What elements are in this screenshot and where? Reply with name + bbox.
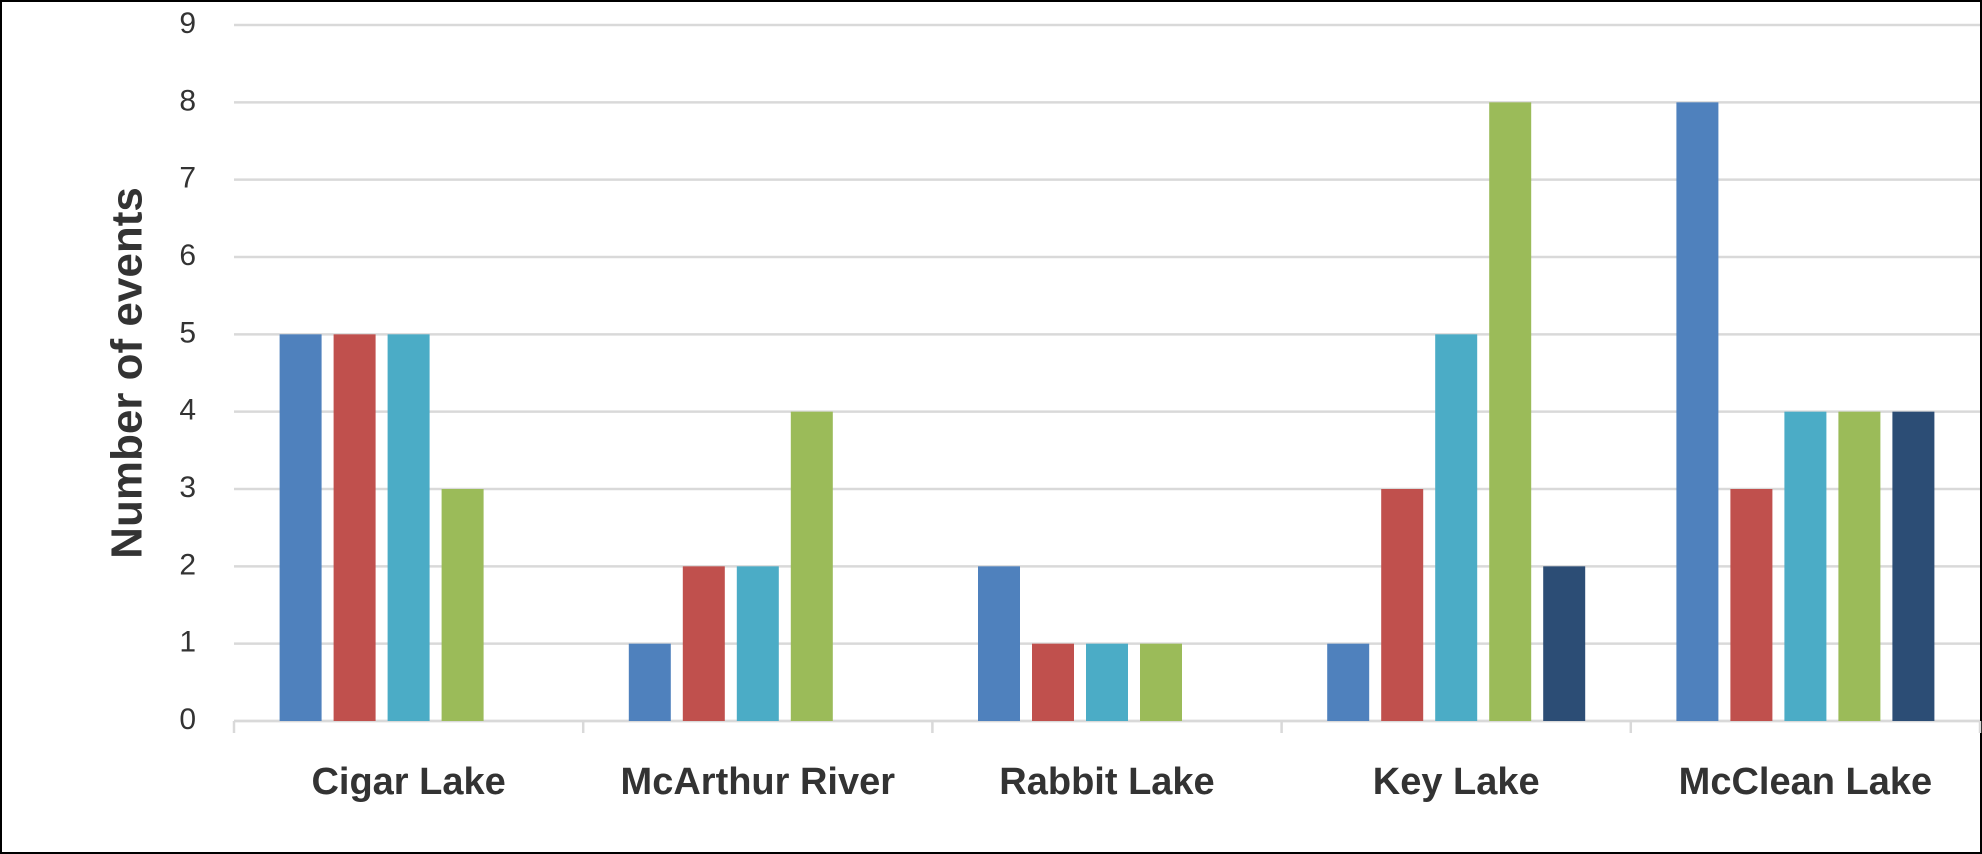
bar [682, 566, 725, 721]
bar [387, 334, 430, 721]
bar [333, 334, 376, 721]
bar [628, 643, 671, 721]
y-tick-label: 6 [179, 239, 196, 272]
x-tick-label: Rabbit Lake [999, 761, 1214, 803]
y-tick-label: 8 [179, 84, 196, 117]
x-tick-label: Key Lake [1373, 761, 1540, 803]
bar [1032, 643, 1074, 721]
y-tick-label: 0 [179, 703, 196, 736]
bar [1838, 411, 1881, 721]
y-tick-label: 1 [179, 626, 196, 659]
y-tick-label: 9 [179, 7, 196, 40]
bar [1543, 566, 1586, 721]
y-axis-label: Number of events [103, 187, 152, 559]
bar [441, 489, 484, 721]
x-tick-label: McClean Lake [1679, 761, 1932, 803]
y-tick-label: 3 [179, 471, 196, 504]
y-tick-label: 7 [179, 162, 196, 195]
bar [1086, 643, 1128, 721]
bar [1489, 102, 1532, 722]
x-tick-label: Cigar Lake [311, 761, 505, 803]
bar [1730, 489, 1773, 721]
bar [1381, 489, 1424, 721]
bar [1435, 334, 1478, 721]
bar [1327, 643, 1370, 721]
bar [1676, 102, 1719, 722]
bar [1784, 411, 1827, 721]
y-tick-label: 2 [179, 548, 196, 581]
bar [790, 411, 833, 721]
y-tick-label: 4 [179, 394, 196, 427]
bar [1892, 411, 1935, 721]
x-tick-label: McArthur River [621, 761, 896, 803]
y-tick-label: 5 [179, 316, 196, 349]
bar [1140, 643, 1182, 721]
bar [279, 334, 322, 721]
bar [978, 566, 1020, 721]
bar [736, 566, 779, 721]
